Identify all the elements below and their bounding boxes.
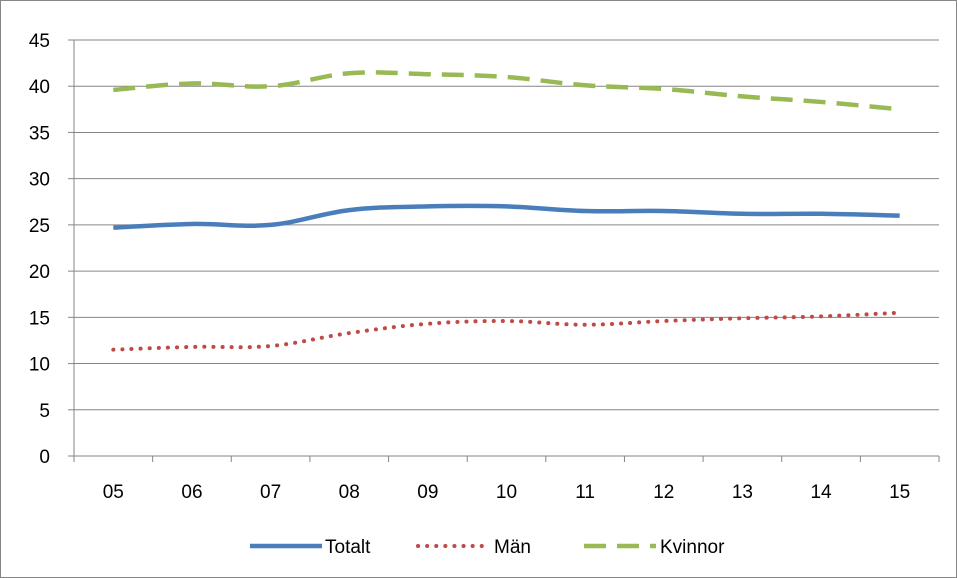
x-tick-label: 12 [653,482,674,503]
series-line-kvinnor [113,70,900,112]
x-tick-label: 08 [339,482,360,503]
x-tick-label: 13 [732,482,753,503]
x-tick-label: 05 [103,482,124,503]
y-tick-label: 40 [29,77,50,98]
y-tick-label: 20 [29,262,50,283]
legend-label: Män [494,537,531,558]
axes [68,39,940,462]
x-tick-label: 14 [810,482,832,503]
series-line-m-n [111,310,902,352]
x-tick-label: 06 [181,482,202,503]
y-tick-label: 35 [29,123,50,144]
y-tick-label: 5 [39,401,50,422]
legend-label: Kvinnor [660,537,725,558]
gridlines [74,39,939,411]
x-tick-label: 10 [496,482,517,503]
y-tick-labels: 0 5 10 15 20 25 30 35 40 45 [29,31,50,468]
x-tick-label: 09 [417,482,438,503]
y-tick-label: 0 [39,447,50,468]
x-tick-label: 07 [260,482,281,503]
y-tick-label: 45 [29,31,50,52]
y-tick-label: 30 [29,170,50,191]
y-tick-label: 25 [29,216,50,237]
y-tick-label: 15 [29,308,50,329]
legend: Totalt Män Kvinnor [250,537,725,558]
x-tick-label: 11 [575,482,595,503]
series-line-totalt [113,203,900,230]
legend-label: Totalt [325,537,371,558]
series-lines [111,70,902,352]
y-tick-label: 10 [29,355,50,376]
x-tick-labels: 05 06 07 08 09 10 11 12 13 14 15 [103,482,911,503]
x-tick-label: 15 [889,482,910,503]
